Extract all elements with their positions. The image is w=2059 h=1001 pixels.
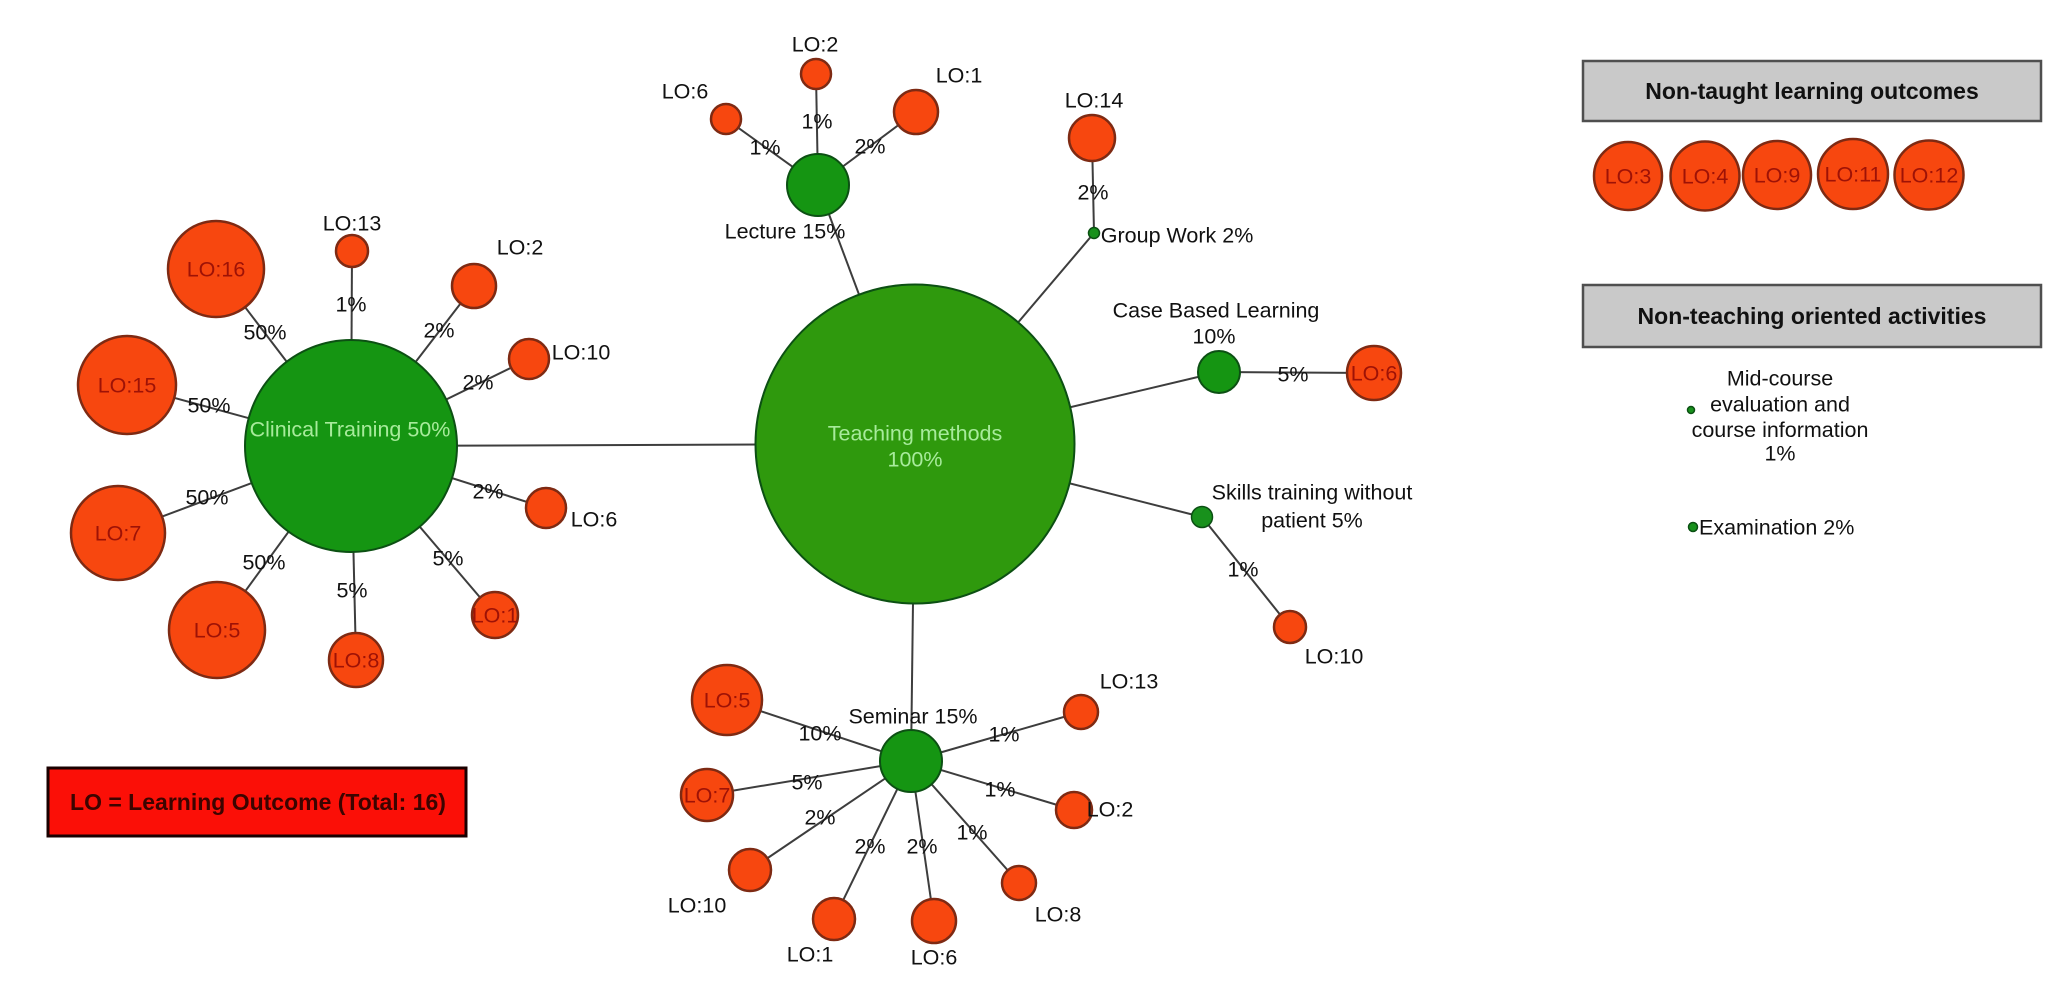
svg-text:2%: 2%: [423, 319, 454, 343]
svg-text:LO:1: LO:1: [787, 943, 834, 967]
svg-text:100%: 100%: [888, 448, 943, 472]
svg-text:LO:12: LO:12: [1900, 164, 1959, 188]
svg-text:2%: 2%: [472, 480, 503, 504]
svg-text:1%: 1%: [1227, 558, 1258, 582]
svg-text:LO:13: LO:13: [1100, 670, 1159, 694]
svg-text:Teaching methods: Teaching methods: [828, 422, 1003, 446]
svg-text:LO:6: LO:6: [571, 508, 618, 532]
svg-text:LO:6: LO:6: [911, 946, 958, 970]
svg-text:LO:15: LO:15: [98, 374, 157, 398]
svg-text:1%: 1%: [335, 293, 366, 317]
svg-text:50%: 50%: [242, 551, 285, 575]
svg-text:5%: 5%: [791, 771, 822, 795]
svg-text:Group Work 2%: Group Work 2%: [1101, 224, 1254, 248]
svg-text:LO:6: LO:6: [662, 80, 709, 104]
svg-text:1%: 1%: [988, 723, 1019, 747]
svg-text:2%: 2%: [906, 835, 937, 859]
svg-text:5%: 5%: [336, 579, 367, 603]
svg-text:LO:1: LO:1: [936, 64, 983, 88]
svg-text:LO:16: LO:16: [187, 258, 246, 282]
svg-text:Skills training without: Skills training without: [1212, 481, 1413, 505]
svg-text:2%: 2%: [854, 135, 885, 159]
svg-text:LO:9: LO:9: [1754, 164, 1801, 188]
svg-text:2%: 2%: [854, 835, 885, 859]
svg-text:patient 5%: patient 5%: [1261, 509, 1363, 533]
svg-text:LO:3: LO:3: [1605, 165, 1652, 189]
svg-text:LO:7: LO:7: [95, 522, 142, 546]
svg-text:1%: 1%: [956, 821, 987, 845]
svg-text:10%: 10%: [1192, 325, 1235, 349]
svg-text:1%: 1%: [1764, 442, 1795, 466]
svg-text:LO:8: LO:8: [333, 649, 380, 673]
svg-text:LO:2: LO:2: [792, 33, 839, 57]
svg-text:LO:10: LO:10: [552, 341, 611, 365]
svg-text:LO:8: LO:8: [1035, 903, 1082, 927]
svg-text:LO:6: LO:6: [1351, 362, 1398, 386]
svg-text:course information: course information: [1692, 418, 1869, 442]
svg-text:50%: 50%: [185, 486, 228, 510]
svg-text:10%: 10%: [798, 722, 841, 746]
svg-text:2%: 2%: [804, 806, 835, 830]
svg-text:2%: 2%: [462, 371, 493, 395]
svg-text:LO:4: LO:4: [1682, 165, 1729, 189]
svg-text:Seminar 15%: Seminar 15%: [848, 705, 977, 729]
svg-text:LO:11: LO:11: [1825, 163, 1882, 187]
svg-text:LO:2: LO:2: [497, 236, 544, 260]
svg-text:Non-taught learning outcomes: Non-taught learning outcomes: [1645, 78, 1979, 104]
svg-text:2%: 2%: [1077, 181, 1108, 205]
svg-text:LO = Learning Outcome (Total:: LO = Learning Outcome (Total: 16): [70, 789, 446, 815]
svg-text:Lecture 15%: Lecture 15%: [725, 220, 846, 244]
svg-text:LO:5: LO:5: [194, 619, 241, 643]
svg-text:LO:5: LO:5: [704, 689, 751, 713]
svg-text:LO:7: LO:7: [684, 784, 731, 808]
svg-text:LO:10: LO:10: [1305, 645, 1364, 669]
svg-text:Case Based Learning: Case Based Learning: [1113, 299, 1320, 323]
svg-text:1%: 1%: [801, 110, 832, 134]
svg-text:Non-teaching oriented activiti: Non-teaching oriented activities: [1638, 303, 1987, 329]
svg-text:LO:13: LO:13: [323, 212, 382, 236]
svg-text:Mid-course: Mid-course: [1727, 367, 1833, 391]
svg-text:5%: 5%: [1277, 363, 1308, 387]
svg-text:1%: 1%: [984, 778, 1015, 802]
svg-text:5%: 5%: [432, 547, 463, 571]
svg-text:LO:2: LO:2: [1087, 798, 1134, 822]
svg-text:evaluation and: evaluation and: [1710, 393, 1850, 417]
svg-text:LO:1: LO:1: [472, 604, 519, 628]
svg-text:Examination 2%: Examination 2%: [1699, 516, 1854, 540]
svg-text:Clinical Training 50%: Clinical Training 50%: [250, 418, 451, 442]
svg-text:1%: 1%: [749, 136, 780, 160]
svg-text:LO:14: LO:14: [1065, 89, 1124, 113]
svg-text:50%: 50%: [243, 321, 286, 345]
svg-text:50%: 50%: [187, 394, 230, 418]
svg-text:LO:10: LO:10: [668, 894, 727, 918]
